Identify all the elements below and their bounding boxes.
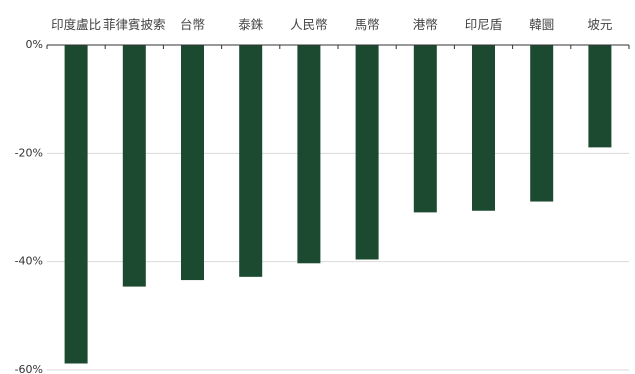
- bar: [297, 45, 321, 264]
- bar: [472, 45, 495, 211]
- category-label: 台幣: [180, 17, 205, 32]
- x-axis: [46, 44, 630, 49]
- bar: [413, 45, 437, 213]
- bar: [588, 45, 612, 148]
- y-axis-tick-labels: 0% -20% -40% -60%: [15, 38, 43, 374]
- category-label: 坡元: [587, 17, 612, 32]
- bar: [355, 45, 379, 260]
- category-label: 菲律賓披索: [103, 17, 166, 32]
- category-label: 港幣: [413, 17, 438, 32]
- bar: [181, 45, 204, 281]
- bar: [530, 45, 554, 202]
- y-tick-label: 0%: [26, 38, 43, 51]
- bar: [122, 45, 146, 287]
- y-tick-label: -40%: [15, 255, 43, 268]
- category-label: 馬幣: [355, 17, 380, 32]
- category-label: 韓圜: [529, 17, 554, 32]
- category-label: 人民幣: [290, 17, 328, 32]
- category-label: 泰銖: [238, 17, 264, 32]
- y-tick-label: -60%: [15, 363, 43, 374]
- category-label: 印尼盾: [465, 17, 503, 32]
- category-label: 印度盧比: [51, 17, 101, 32]
- bars: [64, 45, 612, 364]
- category-labels: 印度盧比 菲律賓披索 台幣 泰銖 人民幣 馬幣 港幣 印尼盾 韓圜 坡元: [51, 17, 612, 32]
- bar: [64, 45, 88, 364]
- y-tick-label: -20%: [15, 146, 43, 159]
- bar: [239, 45, 263, 277]
